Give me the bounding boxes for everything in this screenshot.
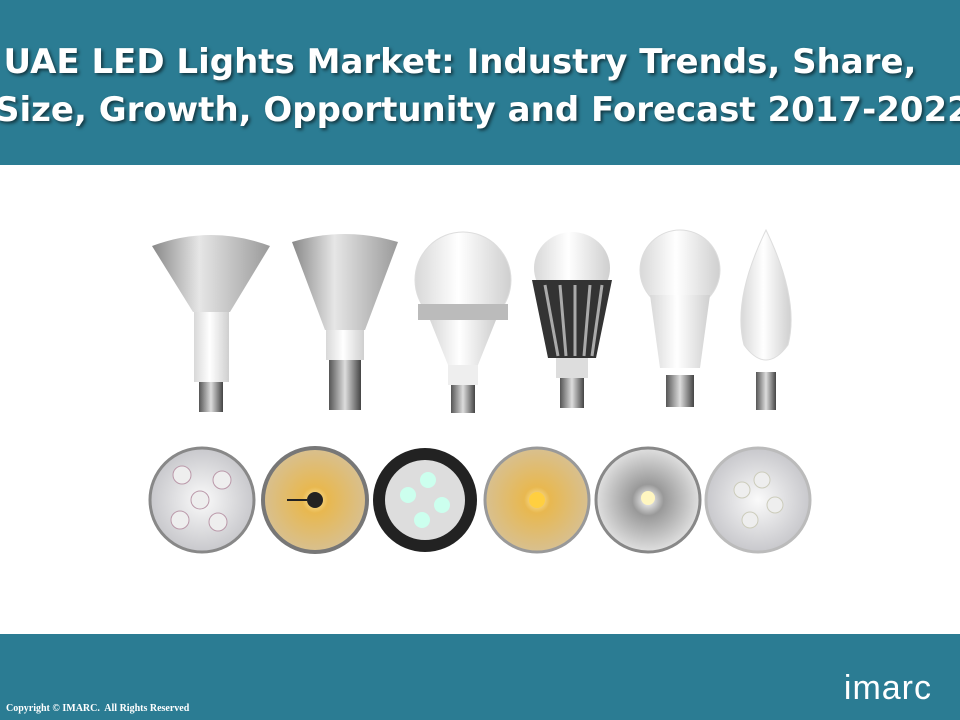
logo: imarc — [843, 669, 932, 707]
bulb-part — [194, 312, 229, 382]
bulb-part — [766, 496, 784, 514]
spotlight — [483, 446, 591, 554]
bulb-part — [543, 284, 604, 357]
spotlight — [594, 446, 702, 554]
bulb-part — [434, 497, 450, 513]
bulb-part — [307, 492, 323, 508]
header-band: UAE LED Lights Market: Industry Trends, … — [0, 0, 960, 165]
spotlight — [148, 446, 256, 554]
bulb-part — [420, 472, 436, 488]
bulb — [532, 232, 612, 408]
bulb-part — [400, 487, 416, 503]
bulb-part — [741, 511, 759, 529]
bulb-part — [212, 470, 232, 490]
bulb-part — [756, 372, 776, 410]
bulb-part — [641, 491, 655, 505]
bulb — [414, 231, 512, 413]
bulb — [639, 229, 721, 407]
spotlight — [373, 448, 477, 552]
bulb-part — [418, 304, 508, 320]
bulb-part — [753, 471, 771, 489]
bulb-part — [451, 385, 475, 413]
bulb-part — [172, 465, 192, 485]
product-image — [148, 228, 812, 554]
bulb-part — [740, 228, 792, 361]
bulb-part — [666, 375, 694, 407]
bulb-part — [199, 382, 223, 412]
bulb — [292, 234, 398, 410]
bulb-part — [532, 280, 612, 358]
bulb-part — [292, 234, 398, 330]
bulb-part — [170, 510, 190, 530]
bulb-part — [326, 330, 364, 360]
spotlight — [704, 446, 812, 554]
spotlight — [261, 446, 369, 554]
bulb-part — [733, 481, 751, 499]
bulb — [152, 235, 270, 412]
bulb-part — [529, 492, 545, 508]
copyright: Copyright © IMARC. All Rights Reserved — [6, 703, 190, 714]
bulb-part — [556, 358, 588, 378]
bulb-part — [208, 512, 228, 532]
bulb-part — [650, 295, 710, 368]
bulb-part — [560, 378, 584, 408]
bulb-part — [152, 235, 270, 312]
footer-band: Copyright © IMARC. All Rights Reserved i… — [0, 634, 960, 720]
bulb-part — [704, 446, 812, 554]
bulb-part — [329, 360, 361, 410]
bulb-part — [448, 365, 478, 385]
bulb-part — [190, 490, 210, 510]
bulb-part — [385, 460, 465, 540]
bulb-part — [430, 320, 496, 365]
bulb — [740, 228, 792, 410]
title-line: UAE LED Lights Market: Industry Trends, … — [3, 42, 917, 82]
bulb-part — [414, 512, 430, 528]
title-line: Size, Growth, Opportunity and Forecast 2… — [0, 90, 960, 130]
